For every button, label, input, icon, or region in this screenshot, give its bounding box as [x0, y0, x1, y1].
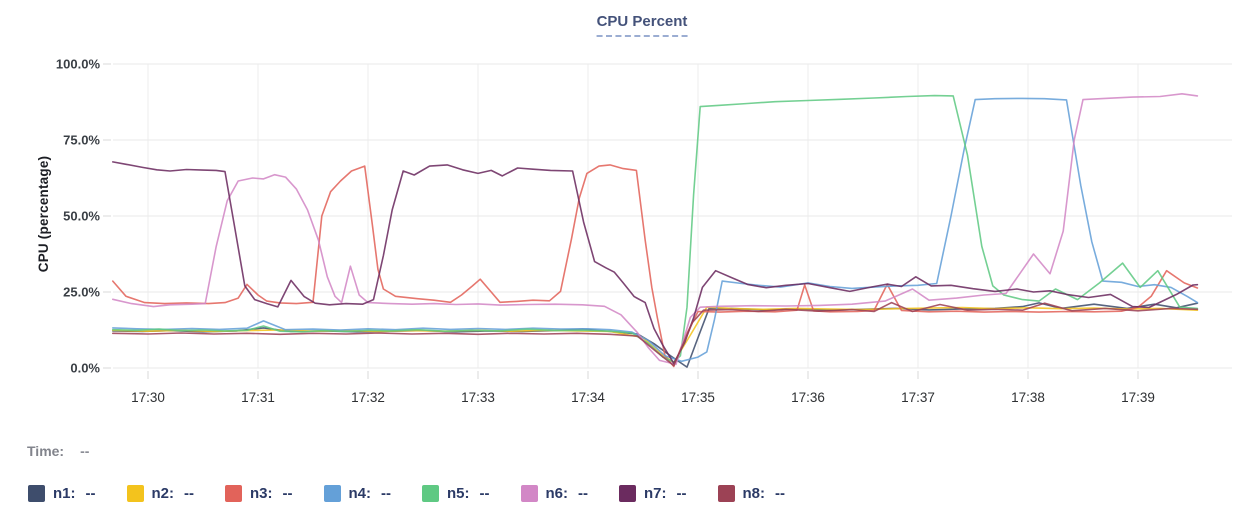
legend-label: n3:	[250, 485, 273, 502]
legend-item-2[interactable]: n2: --	[126, 485, 194, 502]
legend-value: --	[479, 485, 490, 502]
legend-swatch-icon	[225, 485, 242, 502]
y-tick-label: 100.0%	[56, 57, 101, 72]
y-tick-label: 25.0%	[63, 285, 100, 300]
legend-item-8[interactable]: n8: --	[717, 485, 785, 502]
legend-value: --	[578, 485, 588, 502]
legend-swatch-icon	[717, 485, 735, 502]
y-tick-label: 0.0%	[70, 361, 100, 376]
legend-value: --	[282, 485, 293, 502]
y-tick-label: 50.0%	[63, 209, 100, 224]
legend-value: --	[184, 485, 194, 502]
x-tick-label: 17:32	[351, 390, 385, 405]
legend-label: n1:	[53, 485, 76, 502]
legend-swatch-icon	[126, 485, 144, 502]
legend-swatch-icon	[323, 485, 341, 502]
legend-label: n2:	[151, 485, 175, 502]
series-line-n3	[112, 164, 1199, 368]
time-label: Time:	[27, 443, 65, 459]
chart-title: CPU Percent	[596, 13, 688, 37]
legend-item-4[interactable]: n4: --	[323, 485, 391, 502]
legend-label: n5:	[447, 485, 470, 502]
legend-item-3[interactable]: n3: --	[225, 485, 293, 502]
x-tick-label: 17:37	[901, 390, 935, 405]
series-line-n5	[112, 94, 1199, 363]
legend-value: --	[775, 485, 785, 502]
legend-swatch-icon	[520, 485, 538, 502]
legend-item-6[interactable]: n6: --	[520, 485, 588, 502]
series-line-n8	[112, 301, 1199, 367]
series-line-n7	[112, 161, 1199, 365]
x-tick-label: 17:39	[1121, 390, 1155, 405]
series-line-n4	[112, 97, 1199, 363]
x-tick-label: 17:31	[241, 390, 275, 405]
legend-swatch-icon	[619, 485, 636, 502]
legend-value: --	[676, 485, 687, 502]
legend-value: --	[381, 485, 391, 502]
legend-value: --	[85, 485, 96, 502]
legend-label: n7:	[644, 485, 667, 502]
legend-label: n4:	[348, 485, 372, 502]
hover-time-row: Time: --	[27, 443, 89, 459]
chart-canvas[interactable]: 17:30 17:31 17:32 17:33 17:34 17:35 17:36 17:37…	[0, 0, 1254, 425]
x-tick-label: 17:38	[1011, 390, 1045, 405]
x-tick-label: 17:30	[131, 390, 165, 405]
legend-row: n1: -- n2: -- n3: -- n4: -- n5: -- n6: -- n7: -- n8: --	[28, 485, 816, 502]
legend-item-5[interactable]: n5: --	[422, 485, 490, 502]
legend-swatch-icon	[28, 485, 45, 502]
legend-item-7[interactable]: n7: --	[619, 485, 687, 502]
x-tick-label: 17:34	[571, 390, 605, 405]
time-value: --	[80, 443, 90, 459]
series-line-n6	[112, 93, 1199, 366]
legend-label: n8:	[742, 485, 766, 502]
y-tick-label: 75.0%	[63, 133, 100, 148]
x-tick-label: 17:35	[681, 390, 715, 405]
legend-swatch-icon	[422, 485, 439, 502]
x-tick-label: 17:33	[461, 390, 495, 405]
legend-label: n6:	[545, 485, 569, 502]
x-tick-label: 17:36	[791, 390, 825, 405]
legend-item-1[interactable]: n1: --	[28, 485, 96, 502]
